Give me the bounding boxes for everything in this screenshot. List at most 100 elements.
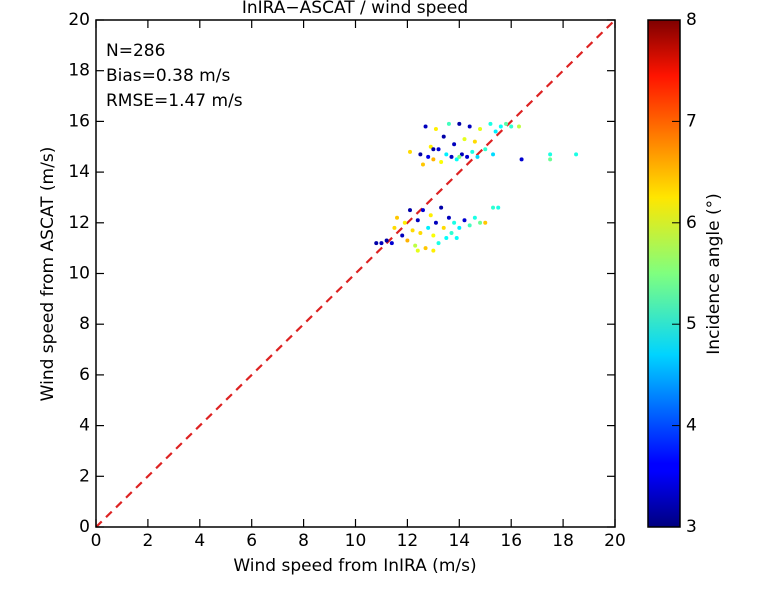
- scatter-point: [467, 223, 472, 228]
- x-tick-label: 0: [91, 531, 102, 551]
- scatter-point: [446, 215, 451, 220]
- scatter-point: [457, 154, 462, 159]
- scatter-point: [410, 228, 415, 233]
- x-tick-label: 16: [500, 531, 522, 551]
- scatter-point: [420, 162, 425, 167]
- colorbar-frame: [647, 19, 681, 528]
- scatter-point: [402, 220, 407, 225]
- scatter-point: [389, 241, 394, 246]
- annotation: RMSE=1.47 m/s: [106, 91, 243, 111]
- scatter-point: [431, 157, 436, 162]
- scatter-point: [488, 121, 493, 126]
- annotation: N=286: [106, 41, 165, 61]
- y-tick-label: 14: [68, 162, 90, 182]
- scatter-point: [509, 124, 514, 129]
- scatter-point: [548, 157, 553, 162]
- scatter-point: [444, 152, 449, 157]
- scatter-point: [415, 248, 420, 253]
- scatter-point: [413, 243, 418, 248]
- scatter-point: [426, 154, 431, 159]
- scatter-point: [483, 147, 488, 152]
- scatter-point: [415, 218, 420, 223]
- scatter-point: [498, 124, 503, 129]
- scatter-point: [428, 213, 433, 218]
- y-tick-label: 2: [79, 466, 90, 486]
- scatter-point: [516, 124, 521, 129]
- x-tick-label: 12: [397, 531, 419, 551]
- plot-frame: [95, 19, 616, 528]
- scatter-point: [462, 218, 467, 223]
- colorbar: [648, 20, 680, 527]
- scatter-point: [446, 121, 451, 126]
- scatter-point: [423, 246, 428, 251]
- scatter-point: [467, 124, 472, 129]
- scatter-point: [400, 233, 405, 238]
- x-tick-label: 6: [246, 531, 257, 551]
- colorbar-tick-label: 3: [686, 517, 697, 537]
- scatter-point: [504, 121, 509, 126]
- scatter-point: [431, 248, 436, 253]
- scatter-point: [418, 152, 423, 157]
- scatter-point: [452, 142, 457, 147]
- colorbar-tick-label: 8: [686, 10, 697, 30]
- scatter-point: [478, 127, 483, 132]
- scatter-point: [433, 220, 438, 225]
- scatter-point: [457, 121, 462, 126]
- y-tick-label: 16: [68, 111, 90, 131]
- scatter-point: [439, 159, 444, 164]
- scatter-point: [574, 152, 579, 157]
- y-axis-label: Wind speed from ASCAT (m/s): [38, 147, 58, 402]
- scatter-point: [519, 157, 524, 162]
- x-axis-label: Wind speed from InIRA (m/s): [233, 556, 476, 576]
- scatter-point: [459, 152, 464, 157]
- scatter-point: [431, 147, 436, 152]
- scatter-point: [449, 154, 454, 159]
- colorbar-tick-label: 7: [686, 111, 697, 131]
- scatter-point: [491, 205, 496, 210]
- scatter-point: [407, 208, 412, 213]
- scatter-point: [454, 157, 459, 162]
- scatter-point: [374, 241, 379, 246]
- scatter-point: [491, 152, 496, 157]
- scatter-point: [454, 236, 459, 241]
- scatter-point: [472, 139, 477, 144]
- scatter-point: [457, 225, 462, 230]
- scatter-point: [470, 149, 475, 154]
- y-tick-label: 20: [68, 10, 90, 30]
- scatter-point: [436, 241, 441, 246]
- y-tick-label: 6: [79, 365, 90, 385]
- scatter-point: [439, 205, 444, 210]
- scatter-point: [423, 124, 428, 129]
- scatter-point: [444, 236, 449, 241]
- scatter-point: [418, 230, 423, 235]
- scatter-point: [478, 220, 483, 225]
- scatter-point: [407, 149, 412, 154]
- scatter-point: [405, 238, 410, 243]
- scatter-point: [431, 233, 436, 238]
- y-tick-label: 4: [79, 416, 90, 436]
- y-tick-label: 0: [79, 517, 90, 537]
- scatter-point: [452, 220, 457, 225]
- scatter-point: [441, 134, 446, 139]
- chart-title: InIRA−ASCAT / wind speed: [242, 0, 468, 18]
- y-tick-label: 10: [68, 264, 90, 284]
- scatter-point: [384, 238, 389, 243]
- scatter-point: [433, 127, 438, 132]
- x-tick-label: 10: [345, 531, 367, 551]
- colorbar-label: Incidence angle (°): [704, 193, 724, 354]
- scatter-point: [436, 147, 441, 152]
- scatter-point: [395, 215, 400, 220]
- x-tick-label: 2: [142, 531, 153, 551]
- x-tick-label: 20: [604, 531, 626, 551]
- x-tick-label: 18: [552, 531, 574, 551]
- scatter-point: [465, 154, 470, 159]
- identity-line: [96, 20, 615, 527]
- scatter-point: [472, 215, 477, 220]
- x-tick-label: 4: [194, 531, 205, 551]
- scatter-point: [462, 137, 467, 142]
- colorbar-tick-label: 4: [686, 416, 697, 436]
- x-tick-label: 14: [448, 531, 470, 551]
- scatter-point: [426, 225, 431, 230]
